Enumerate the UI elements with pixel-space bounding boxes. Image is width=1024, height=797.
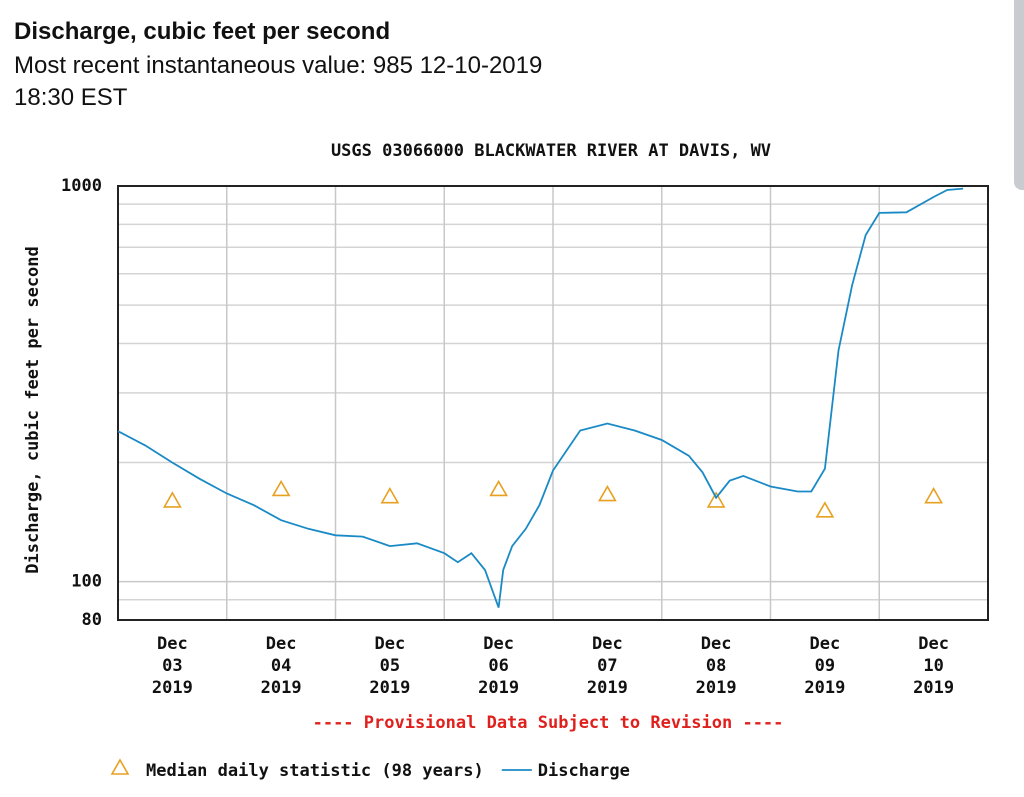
x-tick-label: Dec 04 2019 <box>261 634 302 698</box>
x-tick-label-line: 2019 <box>152 678 193 698</box>
marker <box>706 491 726 508</box>
annotation: ---- Provisional Data Subject to Revisio… <box>313 713 784 733</box>
x-tick-label: Dec 06 2019 <box>478 634 519 698</box>
header-line: 18:30 EST <box>14 84 128 111</box>
x-tick-label-line: 2019 <box>369 678 410 698</box>
x-tick-label-line: Dec <box>157 634 188 654</box>
x-tick-label-line: 2019 <box>261 678 302 698</box>
x-tick-label-line: 05 <box>380 656 400 676</box>
x-tick-label-line: 06 <box>488 656 508 676</box>
marker <box>597 484 617 502</box>
marker <box>380 487 400 504</box>
x-tick-label-line: 2019 <box>478 678 519 698</box>
chart-title: USGS 03066000 BLACKWATER RIVER AT DAVIS,… <box>331 141 771 161</box>
x-tick-label-line: 2019 <box>804 678 845 698</box>
scrollbar <box>1014 0 1024 190</box>
x-tick-label: Dec 08 2019 <box>696 634 737 698</box>
x-tick-label-line: 2019 <box>696 678 737 698</box>
x-tick-label-line: Dec <box>266 634 297 654</box>
marker <box>924 487 944 504</box>
x-tick-label: Dec 05 2019 <box>369 634 410 698</box>
y-tick-label: 100 <box>71 572 102 592</box>
legend-label: Median daily statistic (98 years) <box>146 761 484 781</box>
x-tick-label-line: Dec <box>592 634 623 654</box>
discharge-line <box>117 187 964 608</box>
x-tick-label: Dec 10 2019 <box>913 634 954 698</box>
x-tick-label-line: Dec <box>810 634 841 654</box>
x-tick-label-line: Dec <box>483 634 514 654</box>
marker <box>815 501 835 518</box>
x-tick-label-line: 2019 <box>913 678 954 698</box>
x-tick-label-line: 09 <box>815 656 835 676</box>
x-tick-label-line: 08 <box>706 656 726 676</box>
marker <box>162 491 182 508</box>
x-tick-label-line: Dec <box>701 634 732 654</box>
legend-label: Discharge <box>538 761 630 781</box>
marker <box>271 479 291 497</box>
y-tick-label: 80 <box>82 610 102 630</box>
x-tick-label: Dec 07 2019 <box>587 634 628 698</box>
x-tick-label-line: 04 <box>271 656 291 676</box>
x-tick-label-line: 10 <box>923 656 943 676</box>
plot-frame <box>117 185 989 621</box>
x-tick-label: Dec 03 2019 <box>152 634 193 698</box>
x-tick-label-line: 2019 <box>587 678 628 698</box>
x-tick-label: Dec 09 2019 <box>804 634 845 698</box>
x-tick-label-line: 07 <box>597 656 617 676</box>
y-tick-label: 1000 <box>61 176 102 196</box>
marker <box>110 758 130 775</box>
x-tick-label-line: 03 <box>162 656 182 676</box>
header-title: Discharge, cubic feet per second <box>14 18 391 45</box>
x-tick-label-line: Dec <box>918 634 949 654</box>
marker <box>489 479 509 497</box>
header-line: Most recent instantaneous value: 985 12-… <box>14 52 543 79</box>
x-tick-label-line: Dec <box>375 634 406 654</box>
y-axis-label: Discharge, cubic feet per second <box>23 246 43 574</box>
